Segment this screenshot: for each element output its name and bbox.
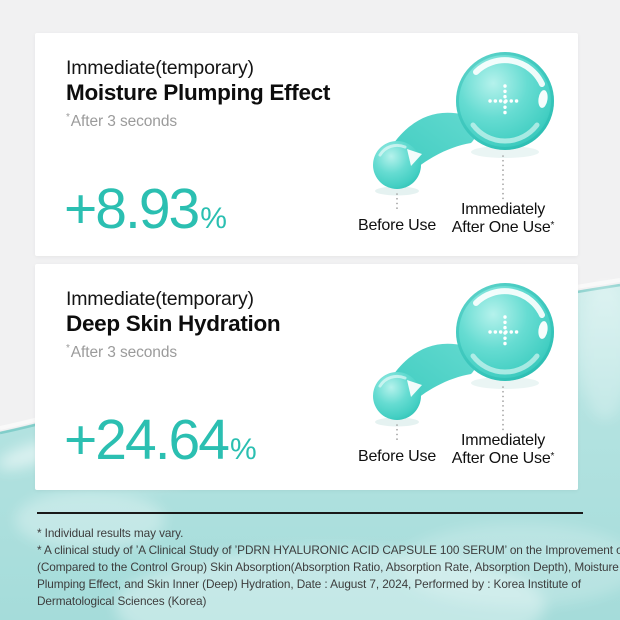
stat-value: +24.64% [64, 412, 257, 469]
panel-condition-note: *After 3 seconds [66, 343, 177, 362]
after-use-label-line2: After One Use* [451, 219, 555, 236]
stat-number: +8.93 [64, 177, 200, 241]
after-use-label-line2: After One Use* [451, 450, 555, 467]
condition-text: After 3 seconds [70, 344, 177, 361]
footnote-line: Plumping Effect, and Skin Inner (Deep) H… [37, 577, 581, 591]
after-use-label-line1: Immediately [460, 432, 546, 449]
panel-moisture-plumping: Immediate(temporary) Moisture Plumping E… [35, 33, 578, 256]
stat-value: +8.93% [64, 181, 227, 238]
after-use-label: Immediately After One Use* [451, 201, 555, 236]
asterisk-mark: * [66, 343, 70, 354]
asterisk-mark: * [550, 220, 555, 231]
footnote-line: Dermatological Sciences (Korea) [37, 594, 207, 608]
footnote-line: * A clinical study of ’A Clinical Study … [37, 543, 620, 557]
footnote-block: * Individual results may vary. * A clinic… [37, 525, 620, 610]
after-use-label-line1: Immediately [460, 201, 546, 218]
stat-unit: % [229, 433, 257, 466]
after-use-label: Immediately After One Use* [451, 432, 555, 467]
asterisk-mark: * [66, 112, 70, 123]
panel-deep-skin-hydration: Immediate(temporary) Deep Skin Hydration… [35, 264, 578, 490]
panel-title: Deep Skin Hydration [66, 311, 281, 336]
panel-subtitle: Immediate(temporary) [66, 288, 254, 310]
footnote-line: (Compared to the Control Group) Skin Abs… [37, 560, 619, 574]
panel-title: Moisture Plumping Effect [66, 80, 331, 105]
panel-subtitle: Immediate(temporary) [66, 57, 254, 79]
condition-text: After 3 seconds [70, 113, 177, 130]
asterisk-mark: * [550, 451, 555, 462]
panel-condition-note: *After 3 seconds [66, 112, 177, 131]
droplet-graphic [367, 47, 587, 212]
stat-number: +24.64 [64, 408, 230, 472]
footnote-line: * Individual results may vary. [37, 526, 184, 540]
footer-divider [37, 512, 583, 514]
droplet-graphic [367, 278, 587, 443]
before-use-label: Before Use [357, 448, 437, 465]
stat-unit: % [200, 202, 227, 235]
before-use-label: Before Use [357, 217, 437, 234]
